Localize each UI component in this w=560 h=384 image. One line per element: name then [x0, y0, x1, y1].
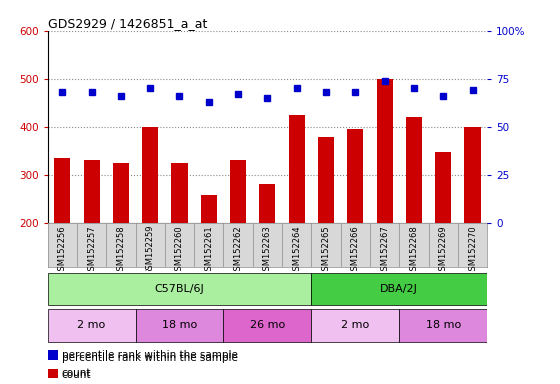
Bar: [83, 161, 100, 223]
Text: GSM152269: GSM152269: [438, 225, 448, 276]
Text: GSM152259: GSM152259: [146, 225, 155, 275]
Bar: [288, 115, 305, 223]
Bar: [464, 127, 480, 223]
Bar: [142, 127, 158, 223]
Bar: [113, 163, 129, 223]
Text: GSM152265: GSM152265: [321, 225, 330, 276]
Bar: [200, 195, 217, 223]
Text: 18 mo: 18 mo: [426, 320, 461, 331]
Bar: [54, 158, 71, 223]
Text: GSM152257: GSM152257: [87, 225, 96, 276]
Bar: [318, 137, 334, 223]
Bar: [376, 79, 393, 223]
Bar: [171, 163, 188, 223]
Text: count: count: [62, 370, 91, 380]
Text: GSM152256: GSM152256: [58, 225, 67, 276]
Bar: [136, 309, 223, 342]
Text: GSM152268: GSM152268: [409, 225, 418, 276]
Text: GSM152264: GSM152264: [292, 225, 301, 276]
Bar: [48, 273, 311, 305]
Text: count: count: [62, 368, 91, 379]
Text: 2 mo: 2 mo: [77, 320, 106, 331]
Text: 18 mo: 18 mo: [162, 320, 197, 331]
Text: 26 mo: 26 mo: [250, 320, 285, 331]
Text: percentile rank within the sample: percentile rank within the sample: [62, 353, 237, 362]
Text: GSM152270: GSM152270: [468, 225, 477, 276]
Text: C57BL/6J: C57BL/6J: [155, 284, 204, 294]
Text: 2 mo: 2 mo: [341, 320, 370, 331]
Bar: [347, 129, 363, 223]
Text: percentile rank within the sample: percentile rank within the sample: [62, 350, 237, 360]
Text: GSM152258: GSM152258: [116, 225, 125, 276]
Bar: [230, 161, 246, 223]
Text: GSM152261: GSM152261: [204, 225, 213, 276]
Text: GSM152267: GSM152267: [380, 225, 389, 276]
Bar: [259, 184, 276, 223]
Text: GSM152260: GSM152260: [175, 225, 184, 276]
Bar: [311, 309, 399, 342]
Bar: [435, 152, 451, 223]
Text: GSM152262: GSM152262: [234, 225, 242, 276]
Text: GSM152266: GSM152266: [351, 225, 360, 276]
Bar: [48, 309, 136, 342]
Bar: [311, 273, 487, 305]
Bar: [223, 309, 311, 342]
Bar: [406, 117, 422, 223]
Text: GDS2929 / 1426851_a_at: GDS2929 / 1426851_a_at: [48, 17, 207, 30]
Text: GSM152263: GSM152263: [263, 225, 272, 276]
Text: DBA/2J: DBA/2J: [380, 284, 418, 294]
Bar: [399, 309, 487, 342]
